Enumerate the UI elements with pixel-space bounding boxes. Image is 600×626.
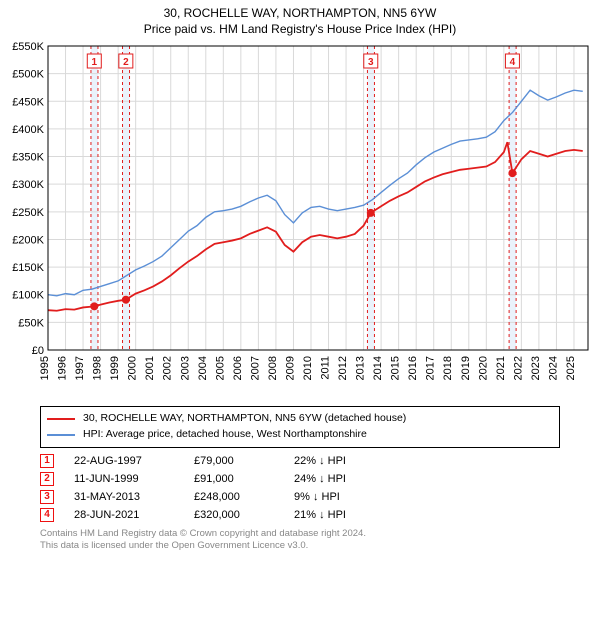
sales-table: 1 22-AUG-1997 £79,000 22% ↓ HPI 2 11-JUN-1999… bbox=[40, 452, 560, 524]
sale-date: 31-MAY-2013 bbox=[74, 491, 174, 503]
sale-date: 28-JUN-2021 bbox=[74, 509, 174, 521]
chart-title: 30, ROCHELLE WAY, NORTHAMPTON, NN5 6YW bbox=[0, 6, 600, 20]
sale-price: £320,000 bbox=[194, 509, 274, 521]
svg-text:1995: 1995 bbox=[39, 356, 51, 380]
svg-text:£350K: £350K bbox=[12, 152, 44, 164]
sale-diff: 24% ↓ HPI bbox=[294, 473, 394, 485]
sale-row: 2 11-JUN-1999 £91,000 24% ↓ HPI bbox=[40, 470, 560, 488]
svg-text:2024: 2024 bbox=[547, 356, 559, 380]
svg-text:2008: 2008 bbox=[267, 356, 279, 380]
svg-text:£550K: £550K bbox=[12, 41, 44, 53]
sale-price: £91,000 bbox=[194, 473, 274, 485]
sale-price: £79,000 bbox=[194, 455, 274, 467]
sale-date: 11-JUN-1999 bbox=[74, 473, 174, 485]
sale-marker: 3 bbox=[40, 490, 54, 504]
svg-text:2018: 2018 bbox=[442, 356, 454, 380]
sale-row: 3 31-MAY-2013 £248,000 9% ↓ HPI bbox=[40, 488, 560, 506]
svg-text:£150K: £150K bbox=[12, 262, 44, 274]
footnote-line2: This data is licensed under the Open Gov… bbox=[40, 540, 560, 552]
svg-text:1: 1 bbox=[92, 57, 98, 68]
svg-text:2012: 2012 bbox=[337, 356, 349, 380]
svg-text:2001: 2001 bbox=[144, 356, 156, 380]
legend-item: 30, ROCHELLE WAY, NORTHAMPTON, NN5 6YW (… bbox=[47, 411, 553, 427]
svg-text:2020: 2020 bbox=[477, 356, 489, 380]
svg-text:£450K: £450K bbox=[12, 96, 44, 108]
sale-price: £248,000 bbox=[194, 491, 274, 503]
sale-row: 4 28-JUN-2021 £320,000 21% ↓ HPI bbox=[40, 506, 560, 524]
sale-diff: 22% ↓ HPI bbox=[294, 455, 394, 467]
svg-text:2014: 2014 bbox=[372, 356, 384, 380]
svg-text:2000: 2000 bbox=[127, 356, 139, 380]
chart-area: £0 £50K £100K £150K £200K £250K £300K £350K £400… bbox=[0, 40, 600, 400]
sale-marker: 1 bbox=[40, 454, 54, 468]
svg-text:2017: 2017 bbox=[425, 356, 437, 380]
svg-text:£200K: £200K bbox=[12, 234, 44, 246]
svg-text:2023: 2023 bbox=[530, 356, 542, 380]
footnote: Contains HM Land Registry data © Crown c… bbox=[40, 528, 560, 553]
svg-text:2007: 2007 bbox=[249, 356, 261, 380]
sale-row: 1 22-AUG-1997 £79,000 22% ↓ HPI bbox=[40, 452, 560, 470]
chart-svg: £0 £50K £100K £150K £200K £250K £300K £350K £400… bbox=[0, 40, 600, 400]
svg-text:1997: 1997 bbox=[74, 356, 86, 380]
sale-marker: 4 bbox=[40, 508, 54, 522]
svg-text:2009: 2009 bbox=[284, 356, 296, 380]
legend-swatch bbox=[47, 418, 75, 420]
svg-text:3: 3 bbox=[368, 57, 374, 68]
svg-text:2003: 2003 bbox=[179, 356, 191, 380]
svg-text:2015: 2015 bbox=[390, 356, 402, 380]
svg-text:2016: 2016 bbox=[407, 356, 419, 380]
legend-label: 30, ROCHELLE WAY, NORTHAMPTON, NN5 6YW (… bbox=[83, 411, 406, 427]
svg-text:£300K: £300K bbox=[12, 179, 44, 191]
svg-text:£100K: £100K bbox=[12, 290, 44, 302]
svg-text:1996: 1996 bbox=[57, 356, 69, 380]
svg-text:£500K: £500K bbox=[12, 69, 44, 81]
svg-text:1999: 1999 bbox=[109, 356, 121, 380]
footnote-line1: Contains HM Land Registry data © Crown c… bbox=[40, 528, 560, 540]
sale-diff: 9% ↓ HPI bbox=[294, 491, 394, 503]
svg-text:2013: 2013 bbox=[355, 356, 367, 380]
svg-text:£0: £0 bbox=[32, 345, 44, 357]
chart-subtitle: Price paid vs. HM Land Registry's House … bbox=[0, 22, 600, 36]
svg-text:2010: 2010 bbox=[302, 356, 314, 380]
svg-text:2004: 2004 bbox=[197, 356, 209, 380]
sale-date: 22-AUG-1997 bbox=[74, 455, 174, 467]
svg-text:2019: 2019 bbox=[460, 356, 472, 380]
svg-text:2005: 2005 bbox=[214, 356, 226, 380]
sale-diff: 21% ↓ HPI bbox=[294, 509, 394, 521]
legend-item: HPI: Average price, detached house, West… bbox=[47, 427, 553, 443]
legend-swatch bbox=[47, 434, 75, 436]
svg-text:2: 2 bbox=[123, 57, 129, 68]
svg-text:4: 4 bbox=[510, 57, 516, 68]
svg-text:2002: 2002 bbox=[162, 356, 174, 380]
sale-marker: 2 bbox=[40, 472, 54, 486]
svg-text:1998: 1998 bbox=[92, 356, 104, 380]
legend: 30, ROCHELLE WAY, NORTHAMPTON, NN5 6YW (… bbox=[40, 406, 560, 448]
svg-text:2025: 2025 bbox=[565, 356, 577, 380]
legend-label: HPI: Average price, detached house, West… bbox=[83, 427, 367, 443]
svg-text:2011: 2011 bbox=[320, 356, 332, 380]
svg-text:£400K: £400K bbox=[12, 124, 44, 136]
svg-text:2021: 2021 bbox=[495, 356, 507, 380]
svg-text:2022: 2022 bbox=[512, 356, 524, 380]
svg-text:2006: 2006 bbox=[232, 356, 244, 380]
svg-text:£50K: £50K bbox=[18, 317, 44, 329]
title-block: 30, ROCHELLE WAY, NORTHAMPTON, NN5 6YW P… bbox=[0, 6, 600, 36]
svg-text:£250K: £250K bbox=[12, 207, 44, 219]
